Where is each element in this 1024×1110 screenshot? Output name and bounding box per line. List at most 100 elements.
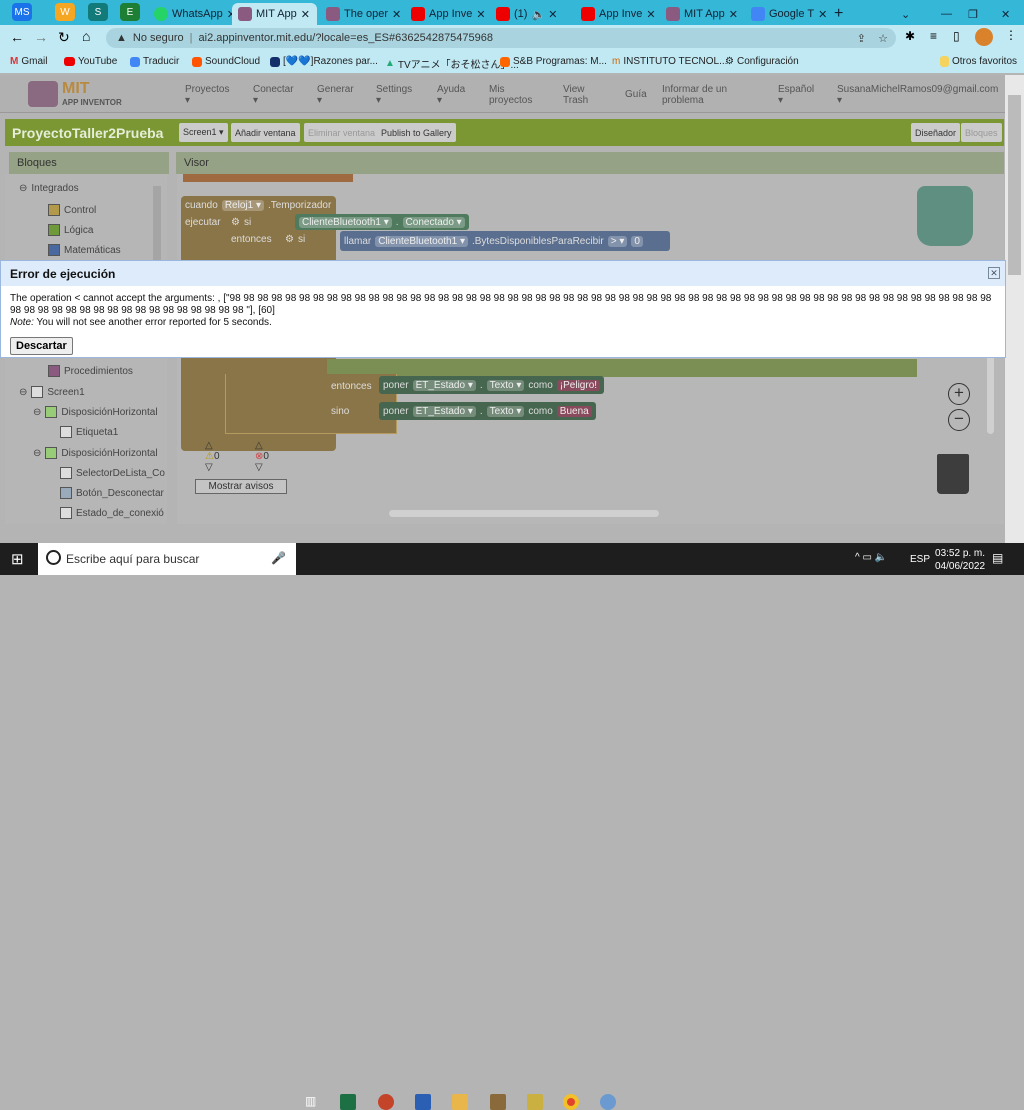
bookmark-soundcloud[interactable]: SoundCloud bbox=[192, 56, 260, 67]
menu-guia[interactable]: Guía bbox=[625, 89, 647, 100]
bookmark-configuracion[interactable]: ⚙ Configuración bbox=[725, 56, 799, 67]
remove-screen-button[interactable]: Eliminar ventana bbox=[304, 123, 380, 142]
tree-disposicion-2[interactable]: ⊖ DisposiciónHorizontal bbox=[33, 447, 158, 459]
notifications-icon[interactable]: ▤ bbox=[992, 551, 1004, 565]
compare-block[interactable]: llamar ClienteBluetooth1 ▾ .BytesDisponibl… bbox=[340, 231, 670, 251]
tab-whatsapp[interactable]: WhatsApp ✕ bbox=[148, 3, 242, 25]
bookmark-instituto[interactable]: m INSTITUTO TECNOL... bbox=[612, 56, 728, 67]
close-window-icon[interactable]: ✕ bbox=[1001, 8, 1011, 21]
set-label-good-block[interactable]: poner ET_Estado ▾. Texto ▾ como Buena bbox=[379, 402, 596, 420]
if-block-1[interactable]: ⚙ si bbox=[231, 216, 252, 228]
menu-informar[interactable]: Informar de un problema bbox=[662, 84, 728, 106]
share-icon[interactable]: ⇪ bbox=[856, 32, 866, 45]
close-icon[interactable]: ✕ bbox=[988, 267, 1000, 279]
home-icon[interactable]: ⌂ bbox=[82, 28, 91, 44]
tab-mit-app-active[interactable]: MIT App ✕ bbox=[232, 3, 317, 25]
tab-group-s[interactable]: S bbox=[88, 3, 108, 21]
event-header[interactable]: cuando Reloj1 ▾ .Temporizador bbox=[185, 199, 332, 211]
tab-youtube-1[interactable]: App Inve ✕ bbox=[405, 3, 492, 25]
task-view-icon[interactable]: ▥ bbox=[305, 1094, 317, 1108]
screen-dropdown[interactable]: Screen1 ▾ bbox=[179, 123, 228, 142]
warning-counter[interactable]: △ ⚠0 ▽ bbox=[205, 440, 220, 473]
zoom-in-icon[interactable]: + bbox=[948, 383, 970, 405]
menu-conectar[interactable]: Conectar ▾ bbox=[253, 84, 294, 106]
tree-control[interactable]: Control bbox=[48, 204, 96, 216]
backpack-icon[interactable] bbox=[917, 186, 973, 246]
designer-button[interactable]: Diseñador bbox=[911, 123, 961, 142]
bookmark-star-icon[interactable]: ☆ bbox=[878, 32, 888, 45]
bookmark-razones[interactable]: [💙💙]Razones par... bbox=[270, 56, 378, 67]
microphone-icon[interactable]: 🎤 bbox=[271, 551, 286, 565]
tab-google-translate[interactable]: Google T ✕ bbox=[745, 3, 833, 25]
menu-mis-proyectos[interactable]: Mis proyectos bbox=[489, 84, 533, 106]
workspace-h-scrollbar[interactable] bbox=[389, 510, 659, 517]
menu-generar[interactable]: Generar ▾ bbox=[317, 84, 354, 106]
zoom-out-icon[interactable]: − bbox=[948, 409, 970, 431]
tab-search-icon[interactable]: ⌄ bbox=[901, 8, 911, 21]
publish-gallery-button[interactable]: Publish to Gallery bbox=[377, 123, 456, 142]
menu-ayuda[interactable]: Ayuda ▾ bbox=[437, 84, 466, 106]
chrome-icon[interactable] bbox=[563, 1094, 579, 1110]
word-icon[interactable] bbox=[415, 1094, 431, 1110]
other-bookmarks[interactable]: Otros favoritos bbox=[940, 56, 1017, 67]
error-counter[interactable]: △ ⊗0 ▽ bbox=[255, 440, 269, 473]
tree-selector[interactable]: SelectorDeLista_Co bbox=[60, 467, 165, 479]
tree-integrados[interactable]: ⊖ Integrados bbox=[19, 183, 79, 194]
extensions-icon[interactable]: ✱ bbox=[905, 29, 916, 43]
if-else-block[interactable] bbox=[225, 374, 397, 434]
global-variable-block[interactable] bbox=[183, 174, 353, 182]
blocks-button[interactable]: Bloques bbox=[961, 123, 1002, 142]
if-block-2[interactable]: ⚙ si bbox=[285, 233, 306, 245]
language-indicator[interactable]: ESP bbox=[910, 554, 931, 565]
security-label[interactable]: No seguro bbox=[132, 32, 184, 44]
tab-group-ms[interactable]: MS bbox=[12, 3, 32, 21]
tree-screen1[interactable]: ⊖ Screen1 bbox=[19, 386, 85, 398]
tree-estado-conexion[interactable]: Estado_de_conexió bbox=[60, 507, 164, 519]
forward-icon[interactable]: → bbox=[34, 29, 48, 45]
menu-view-trash[interactable]: View Trash bbox=[563, 84, 589, 106]
tree-disposicion-1[interactable]: ⊖ DisposiciónHorizontal bbox=[33, 406, 158, 418]
side-panel-icon[interactable]: ▯ bbox=[953, 29, 960, 43]
system-tray-icons[interactable]: ^ ▭ 🔈 bbox=[855, 552, 888, 563]
workspace-v-scrollbar[interactable] bbox=[987, 344, 994, 434]
menu-proyectos[interactable]: Proyectos ▾ bbox=[185, 84, 230, 106]
app-icon[interactable] bbox=[490, 1094, 506, 1110]
back-icon[interactable]: ← bbox=[10, 29, 24, 45]
bluetooth-connected-block[interactable]: ClienteBluetooth1 ▾. Conectado ▾ bbox=[295, 214, 469, 230]
menu-account[interactable]: SusanaMichelRamos09@gmail.com ▾ bbox=[837, 84, 999, 106]
bookmark-youtube[interactable]: YouTube bbox=[64, 56, 117, 67]
tab-youtube-2[interactable]: (1) 🔈 ✕ bbox=[490, 3, 563, 25]
clock[interactable]: 03:52 p. m. 04/06/2022 bbox=[935, 548, 986, 572]
bookmark-traducir[interactable]: Traducir bbox=[130, 56, 179, 67]
comparison-row-block[interactable] bbox=[327, 359, 917, 377]
tree-boton-desconectar[interactable]: Botón_Desconectar bbox=[60, 487, 164, 499]
tree-logica[interactable]: Lógica bbox=[48, 224, 93, 236]
windows-start-icon[interactable]: ⊞ bbox=[11, 551, 24, 568]
bookmark-sb-programas[interactable]: S&B Programas: M... bbox=[500, 56, 607, 67]
reload-icon[interactable]: ↻ bbox=[58, 29, 70, 45]
restore-icon[interactable]: ❐ bbox=[968, 8, 978, 21]
tree-procedimientos[interactable]: Procedimientos bbox=[48, 365, 133, 377]
tree-etiqueta1[interactable]: Etiqueta1 bbox=[60, 426, 118, 438]
excel-icon[interactable] bbox=[340, 1094, 356, 1110]
bookmark-gmail[interactable]: M Gmail bbox=[10, 56, 48, 67]
tab-mit-app-2[interactable]: MIT App ✕ bbox=[660, 3, 744, 25]
tab-group-w[interactable]: W bbox=[55, 3, 75, 21]
trash-icon[interactable] bbox=[937, 454, 969, 494]
url-text[interactable]: ai2.appinventor.mit.edu/?locale=es_ES#63… bbox=[198, 32, 494, 44]
profile-avatar[interactable] bbox=[975, 28, 993, 46]
app-icon-2[interactable] bbox=[527, 1094, 543, 1110]
page-scrollbar[interactable] bbox=[1005, 75, 1024, 543]
add-screen-button[interactable]: Añadir ventana bbox=[231, 123, 300, 142]
dismiss-button[interactable]: Descartar bbox=[10, 337, 73, 355]
omnibox[interactable]: ▲ No seguro | ai2.appinventor.mit.edu/?l… bbox=[106, 28, 896, 48]
file-explorer-icon[interactable] bbox=[452, 1094, 468, 1110]
tab-youtube-3[interactable]: App Inve ✕ bbox=[575, 3, 662, 25]
minimize-icon[interactable]: — bbox=[941, 8, 952, 20]
new-tab-button[interactable]: + bbox=[834, 5, 844, 22]
powerpoint-icon[interactable] bbox=[378, 1094, 394, 1110]
menu-icon[interactable]: ⋮ bbox=[1005, 28, 1017, 42]
tab-group-e[interactable]: E bbox=[120, 3, 140, 21]
paint-icon[interactable] bbox=[600, 1094, 616, 1110]
tree-matematicas[interactable]: Matemáticas bbox=[48, 244, 121, 256]
